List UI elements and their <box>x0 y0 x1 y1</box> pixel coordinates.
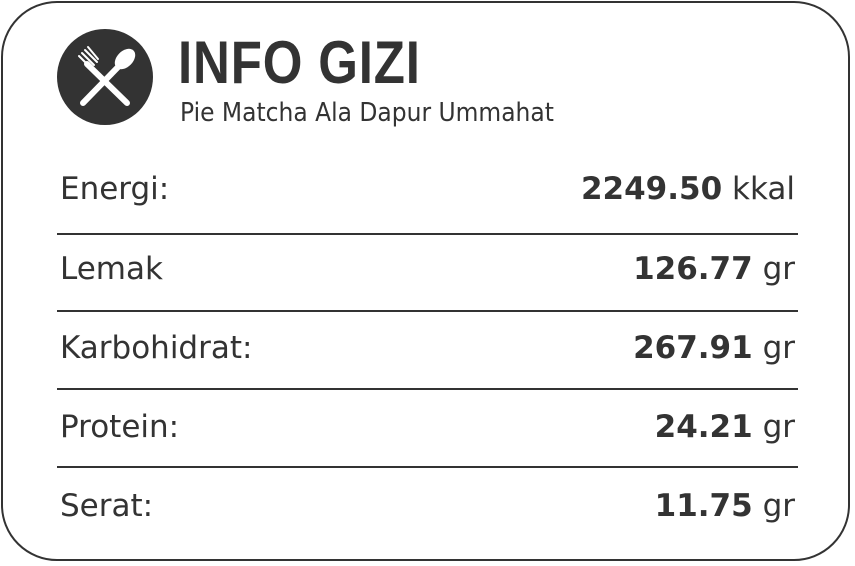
nutrient-row-protein: Protein: 24.21 gr <box>57 388 798 466</box>
divider <box>57 388 798 390</box>
nutrient-row-karbohidrat: Karbohidrat: 267.91 gr <box>57 309 798 387</box>
nutrient-label: Karbohidrat: <box>60 330 253 366</box>
nutrient-row-serat: Serat: 11.75 gr <box>57 467 798 545</box>
nutrient-row-energi: Energi: 2249.50 kkal <box>57 150 798 228</box>
nutrient-unit: gr <box>762 330 795 366</box>
nutrient-unit: gr <box>762 488 795 524</box>
divider <box>57 310 798 312</box>
nutrient-unit: gr <box>762 251 795 287</box>
page-title: INFO GIZI <box>178 29 421 96</box>
nutrient-unit: gr <box>762 409 795 445</box>
nutrient-value: 2249.50 <box>580 171 723 207</box>
fork-spoon-icon <box>57 29 153 125</box>
divider <box>57 233 798 235</box>
nutrient-row-lemak: Lemak 126.77 gr <box>57 230 798 308</box>
nutrient-value: 126.77 <box>633 251 753 287</box>
nutrient-value: 267.91 <box>633 330 753 366</box>
nutrient-value: 24.21 <box>654 409 753 445</box>
divider <box>57 466 798 468</box>
nutrient-label: Serat: <box>60 488 154 524</box>
recipe-name: Pie Matcha Ala Dapur Ummahat <box>180 98 554 128</box>
nutrient-label: Protein: <box>60 409 180 445</box>
nutrient-value: 11.75 <box>654 488 753 524</box>
nutrient-label: Energi: <box>60 171 170 207</box>
nutrient-unit: kkal <box>732 171 795 207</box>
nutrient-label: Lemak <box>60 251 163 287</box>
